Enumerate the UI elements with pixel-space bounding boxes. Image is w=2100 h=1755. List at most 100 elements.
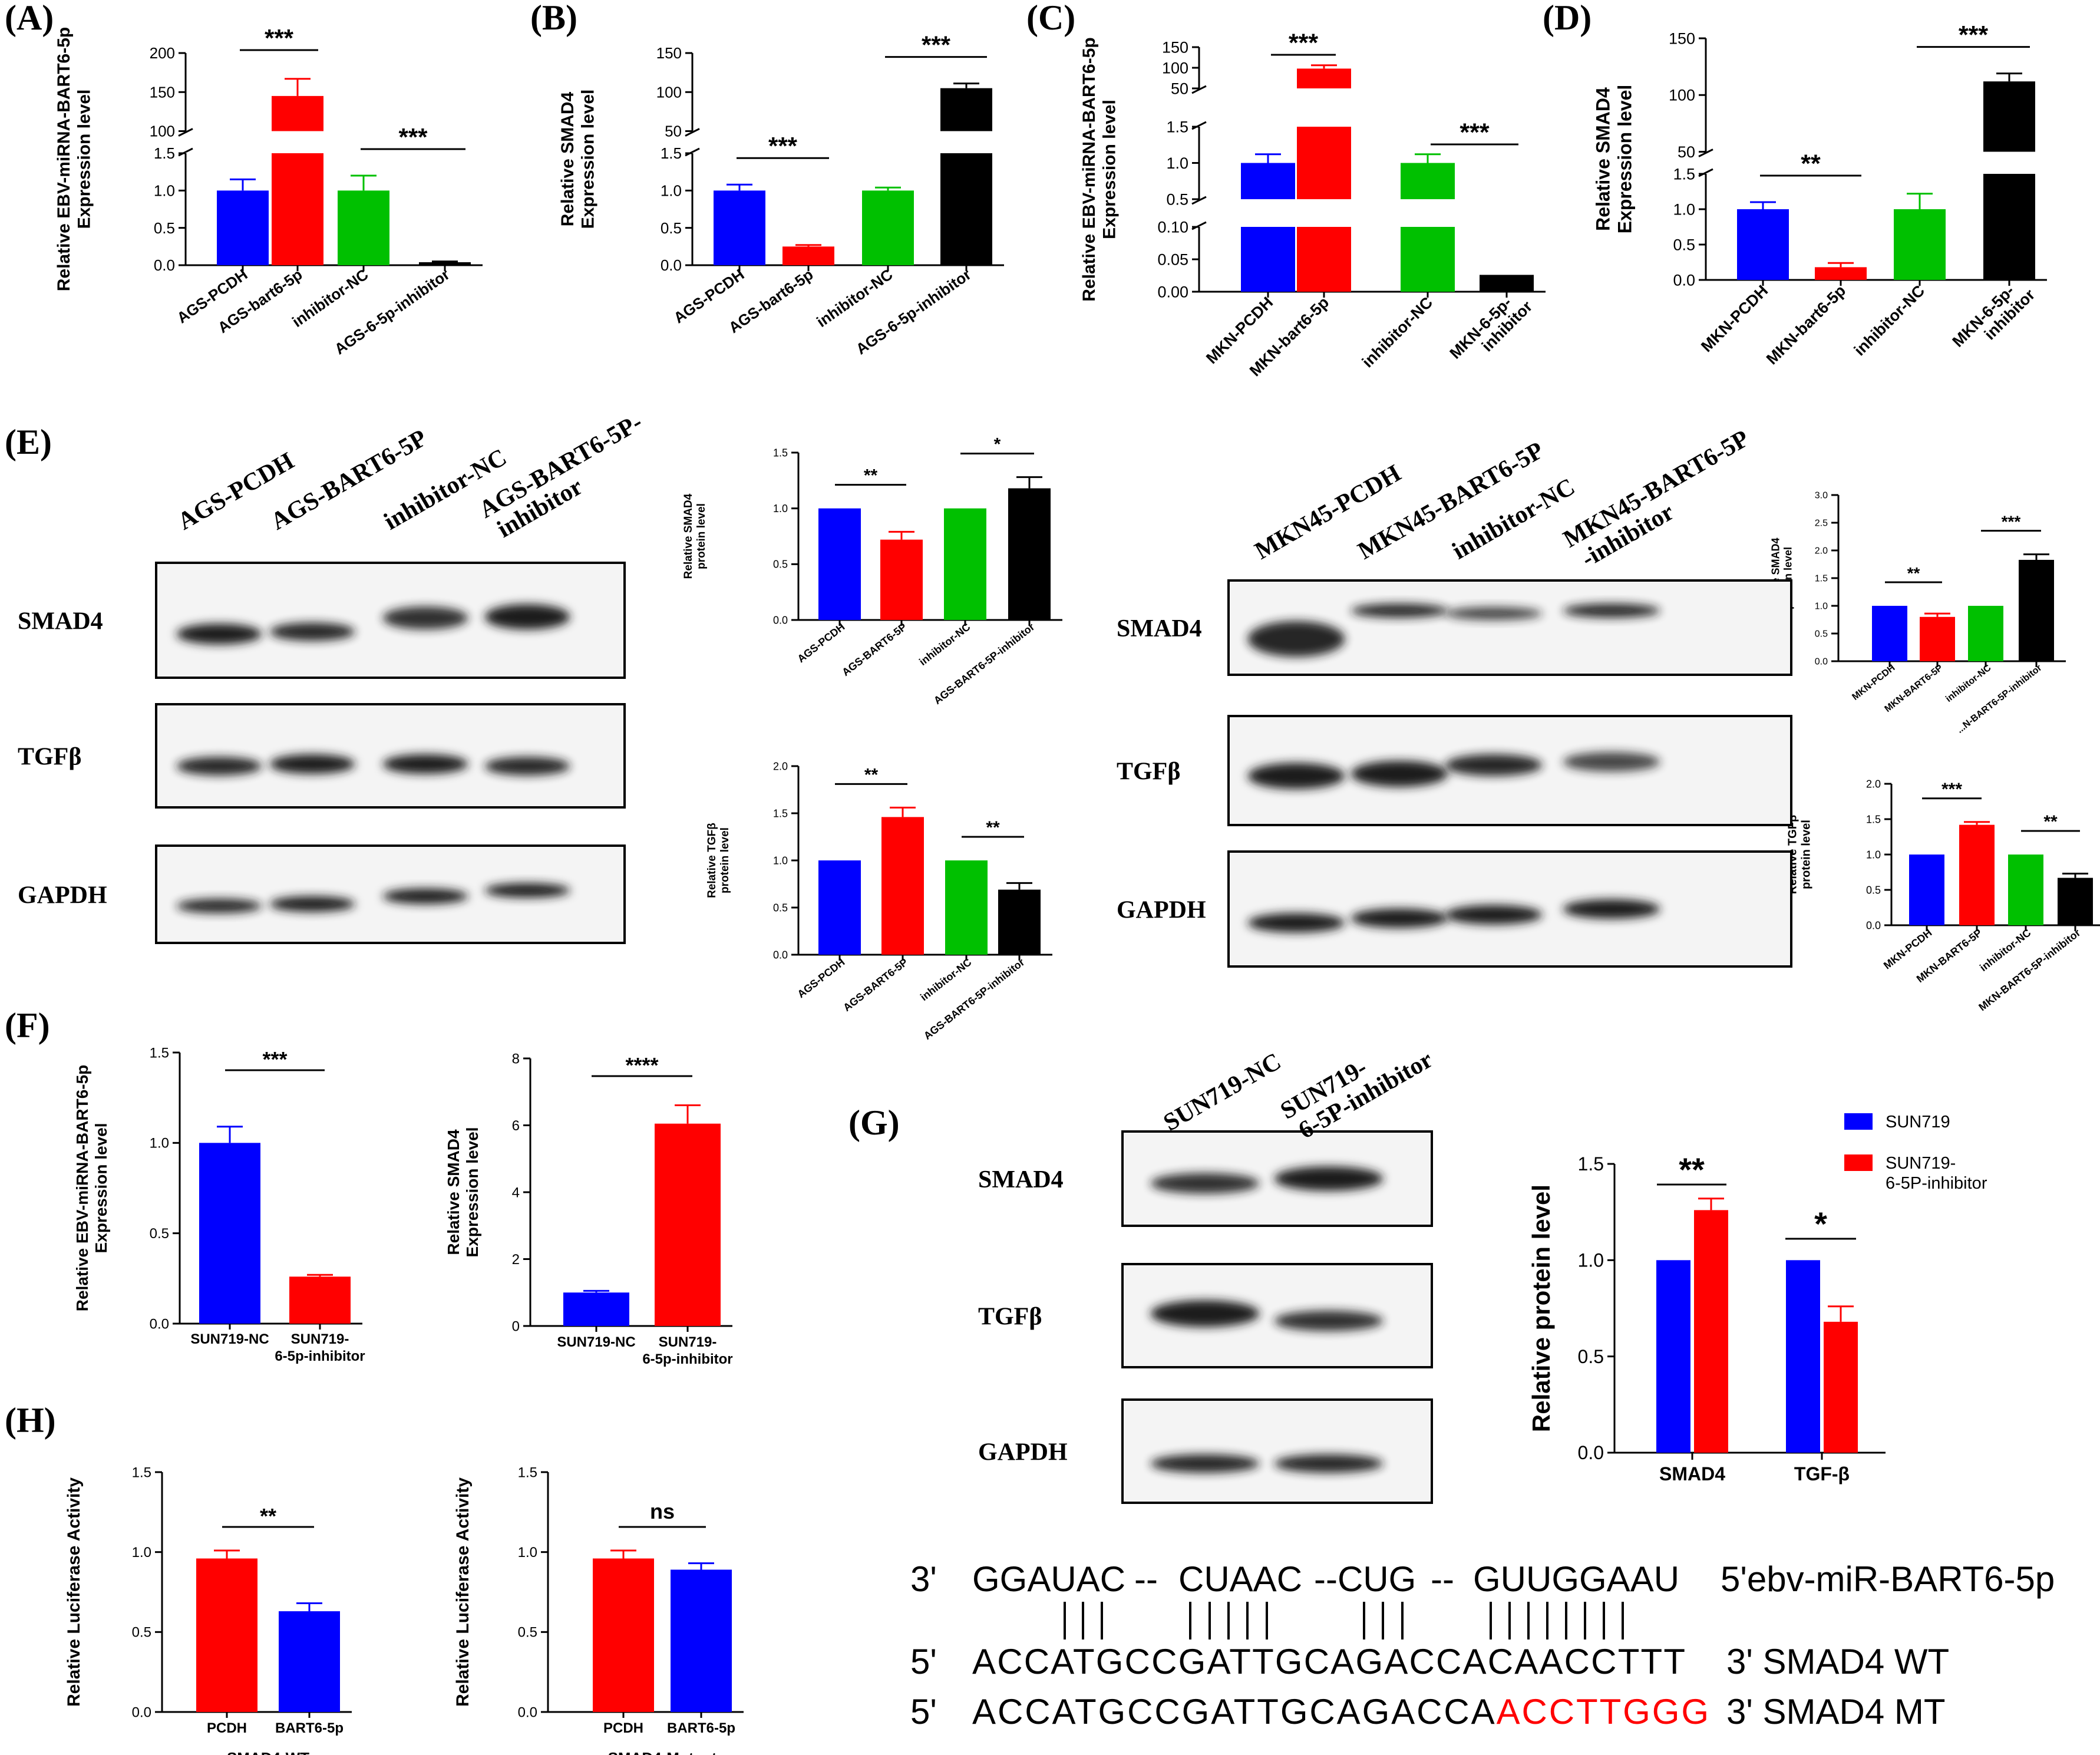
chart-c-bot-tick-label-2: 0.10 [1157,218,1188,236]
blot-e1-band-2-0 [176,898,262,913]
chart-a-bar-1-upper [272,95,323,131]
chart-e-tgfb-mkn-tick-label-4: 2.0 [1866,778,1881,790]
chart-e-tgfb-ags-xlabel-3: AGS-BART6-5P-inhibitor [922,956,1027,1042]
chart-h1-tick-label-1: 0.5 [132,1625,151,1641]
blot-g-band-0-0 [1150,1173,1260,1194]
blot-e2-band-2-3 [1563,899,1660,919]
chart-e-smad4-ags-sig-1-label: * [994,435,1001,454]
chart-e-tgfb-ags-ylabel-1: protein level [719,827,731,893]
chart-g-legend-label-1-1: 6-5P-inhibitor [1886,1174,1987,1193]
chart-e-tgfb-mkn-xlabel-3: MKN-BART6-5P-inhibitor [1976,926,2082,1013]
chart-g-legend-label-0-0: SUN719 [1886,1113,1950,1131]
chart-f2-ylabel-0: Relative SMAD4 [444,1129,463,1255]
chart-e-smad4-ags-sig-0-label: ** [864,466,878,486]
chart-h2-ylabel-0: Relative Luciferase Activity [453,1477,473,1707]
chart-c-bot-tick-label-1: 0.05 [1157,250,1188,268]
blot-e2-lane-label-3: MKN45-BART6-5P-inhibitor [1559,425,1766,576]
chart-e-smad4-mkn-xlabel-3-line-0: ...N-BART6-5P-inhibitor [1955,663,2044,735]
chart-c-break-1-a [1191,121,1207,130]
seq-top-6: GUUGGAAU [1473,1559,1679,1599]
chart-c-bar-2-middle [1401,163,1455,199]
chart-f-smad4-expression-sun719: 0 2 4 6 8 Relative SMAD4 Expression level SUN71… [444,1051,733,1367]
chart-e-smad4-ags-xlabel-2: inhibitor-NC [917,621,972,668]
chart-a-ylabel-1: Expression level [74,90,94,229]
blot-e2-row-label-2: GAPDH [1117,897,1206,924]
chart-a-upper-tick-label-0: 100 [150,123,175,140]
chart-e-tgfb-ags-tick-label-4: 2.0 [773,760,788,772]
chart-b-upper-tick-label-0: 50 [665,123,682,140]
chart-g-tick-label-3: 1.5 [1578,1153,1604,1175]
chart-e-tgfb-ags-xlabel-0: AGS-PCDH [795,956,847,1000]
chart-d-lower-tick-label-3: 1.5 [1673,165,1695,183]
chart-d-xlabel-1-line-0: MKN-bart6-5p [1763,282,1849,368]
chart-d-bar-1 [1815,267,1867,280]
chart-c-break-0-b [1191,85,1207,94]
chart-c-bar-3 [1480,275,1534,292]
chart-e-smad4-mkn-bar-1 [1920,616,1955,661]
chart-e-smad4-ags-xlabel-3: AGS-BART6-5P-inhibitor [932,621,1037,707]
chart-f1-ylabel-1: Expression level [92,1123,110,1253]
chart-e-tgfb-ags-ylabel-0: Relative TGFβ [706,823,718,898]
chart-g-bar-sun719-6-5p-inhibitor-0 [1694,1210,1728,1453]
western-blot-sun719: SMAD4 TGFβ GAPDH SUN719-NCSUN719-6-5P-inhib… [978,1046,1437,1504]
chart-e-smad4-ags-xlabel-0: AGS-PCDH [795,621,847,665]
chart-g-legend-swatch-0 [1844,1113,1873,1130]
chart-e-tgfb-ags-sig-1-label: ** [986,818,1000,837]
chart-g-legend-swatch-1 [1844,1154,1873,1171]
chart-a-bar-1-lower [272,153,323,265]
chart-e-tgfb-ags-bar-3 [998,889,1041,955]
chart-c-ylabel-1: Expression level [1099,100,1119,239]
chart-e-tgfb-ags-tick-label-2: 1.0 [773,855,788,866]
chart-c-up-tick-label-0: 50 [1171,80,1188,97]
chart-f1-tick-label-1: 0.5 [150,1226,169,1242]
chart-c-break-2-a [1191,221,1207,230]
chart-a-break-mark-2 [178,147,193,157]
chart-b-bar-0 [714,190,765,265]
chart-c-xlabel-3: MKN-6-5p-inhibitor [1447,285,1536,375]
chart-c-xlabel-2: inhibitor-NC [1359,293,1436,371]
blot-e1-lane-label-3: AGS-BART6-5P-inhibitor [474,408,660,546]
chart-e-smad4-mkn-xlabel-2: inhibitor-NC [1944,662,1993,704]
blot-g-lane-label-0: SUN719-NC [1159,1048,1286,1137]
chart-e-smad4-mkn-xlabel-0-line-0: MKN-PCDH [1850,663,1897,702]
seq-mt-normal: ACCATGCCGATTGCAGACCA [972,1692,1495,1731]
blot-g-band-2-0 [1150,1454,1260,1473]
chart-e-smad4-ags-bar-3 [1008,488,1051,620]
blot-e2-band-2-0 [1247,913,1345,933]
chart-a-bar-2 [338,190,389,265]
chart-g-tick-label-1: 0.5 [1578,1346,1604,1367]
chart-e-tgfb-mkn-tick-label-2: 1.0 [1866,849,1881,860]
chart-e-tgfb-mkn-bar-3 [2058,877,2093,925]
chart-e-tgfb-protein-ags: 0.0 0.5 1.0 1.5 2.0 Relative TGFβ protein leve… [706,760,1052,1042]
blot-g-band-1-1 [1274,1310,1384,1331]
chart-b-ylabel-0: Relative SMAD4 [558,91,577,226]
chart-e-smad4-ags-ylabel-0: Relative SMAD4 [682,493,695,579]
blot-e1-row-label-0: SMAD4 [18,608,103,635]
blot-e1-band-1-2 [382,754,468,774]
blot-e2-band-1-3 [1563,752,1660,772]
blot-e1-row-label-1: TGFβ [18,744,81,771]
chart-e-tgfb-mkn-bar-0 [1909,855,1944,925]
chart-d-lower-tick-label-2: 1.0 [1673,200,1695,218]
chart-d-sig-0-label: ** [1801,150,1821,178]
chart-c-bart6-expression-mkn: 50 100 150 0.5 1.0 1.5 0.00 0.05 0.10 Relative EB… [1079,29,1546,380]
chart-e-tgfb-ags-xlabel-0-line-0: AGS-PCDH [795,956,847,1000]
panel-label-h: (H) [5,1401,56,1440]
chart-d-bar-0 [1737,209,1789,280]
seq-top-4: --CUG [1314,1559,1416,1599]
chart-b-upper-tick-label-2: 150 [656,44,682,62]
chart-a-bar-0 [217,190,269,265]
chart-g-sig-0-label: ** [1679,1151,1705,1188]
chart-f1-tick-label-2: 1.0 [150,1136,169,1152]
chart-h2-tick-label-1: 0.5 [518,1625,537,1641]
blot-e1-band-2-3 [484,883,570,898]
panel-label-f: (F) [5,1006,50,1045]
chart-f2-xlabel-1-line-1: 6-5p-inhibitor [642,1351,732,1367]
blot-e2-band-0-2 [1445,606,1543,621]
chart-e-smad4-mkn-sig-0-label: ** [1907,564,1920,582]
chart-b-sig-0-label: *** [768,132,798,160]
chart-b-lower-tick-label-2: 1.0 [661,182,682,199]
chart-d-ylabel-0: Relative SMAD4 [1593,87,1614,231]
